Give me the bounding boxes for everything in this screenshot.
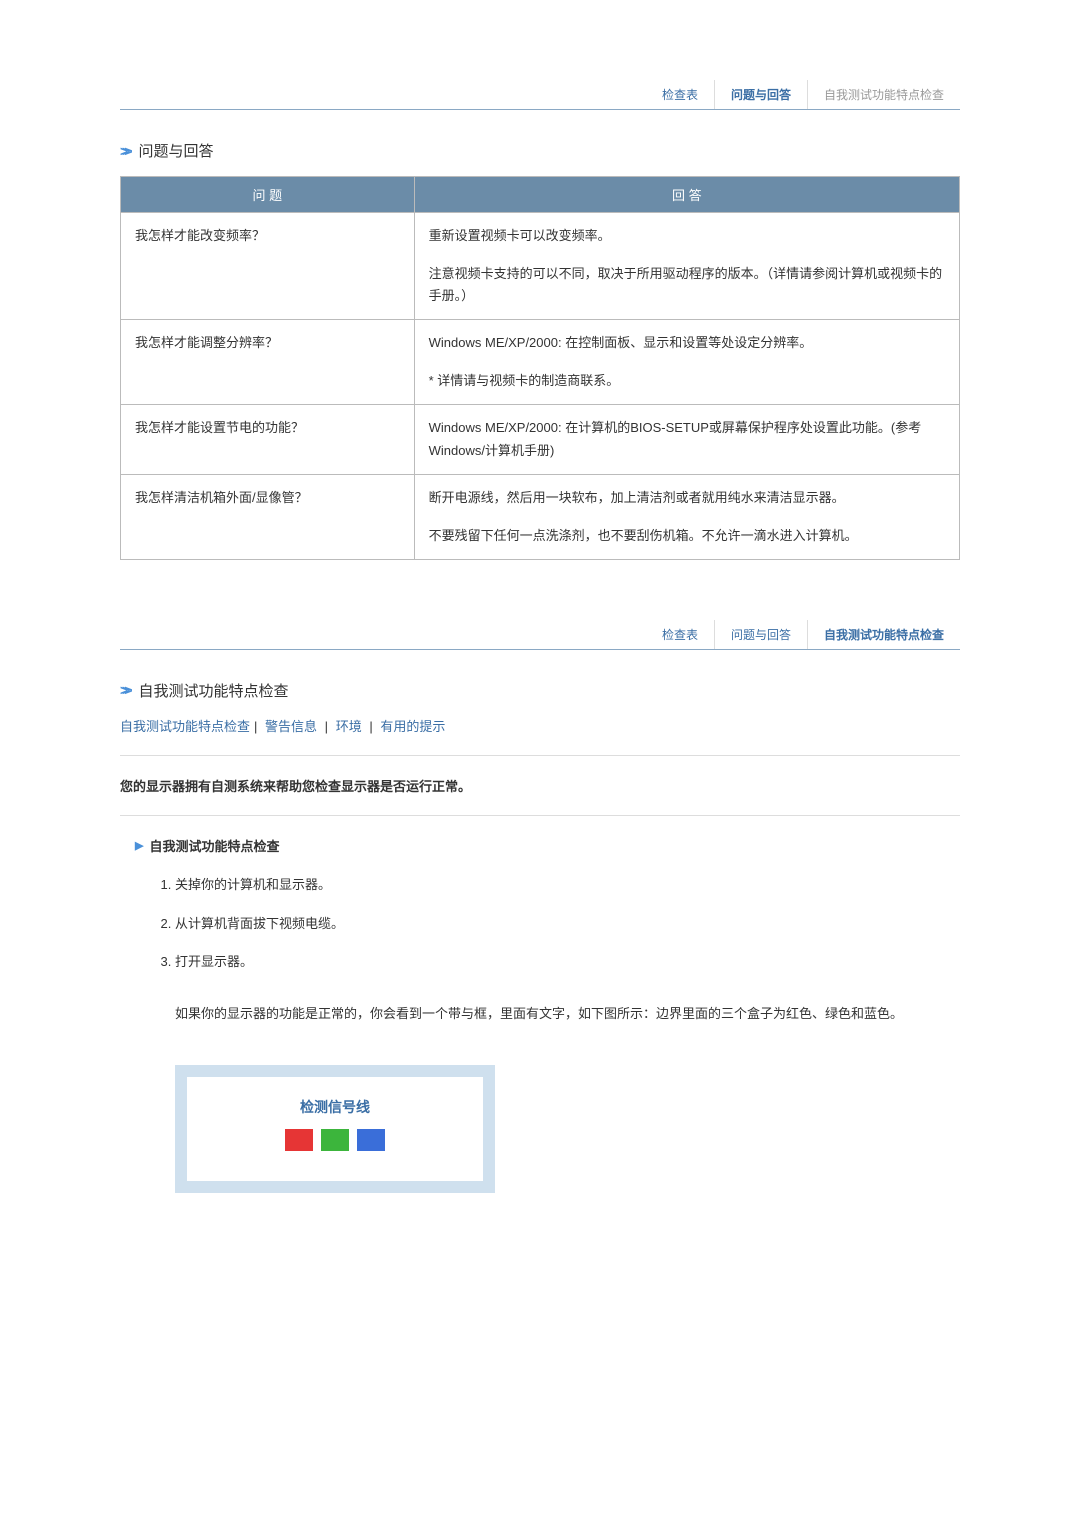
color-square-blue	[357, 1129, 385, 1151]
top-tab-nav: 检查表 问题与回答 自我测试功能特点检查	[120, 80, 960, 110]
link-selftest[interactable]: 自我测试功能特点检查	[120, 719, 250, 734]
a-cell: 重新设置视频卡可以改变频率。 注意视频卡支持的可以不同，取决于所用驱动程序的版本…	[414, 213, 959, 320]
divider-line	[120, 755, 960, 756]
tab-checklist[interactable]: 检查表	[646, 80, 714, 109]
a-text: Windows ME/XP/2000: 在控制面板、显示和设置等处设定分辨率。	[429, 332, 945, 354]
divider: |	[325, 719, 328, 734]
q-cell: 我怎样才能改变频率？	[121, 213, 415, 320]
qa-section-header: >>> 问题与回答	[120, 140, 960, 161]
link-tips[interactable]: 有用的提示	[380, 719, 445, 734]
sub-links: 自我测试功能特点检查 | 警告信息 | 环境 | 有用的提示	[120, 716, 960, 735]
divider: |	[254, 719, 257, 734]
a-cell: Windows ME/XP/2000: 在计算机的BIOS-SETUP或屏幕保护…	[414, 405, 959, 474]
qa-section-title: 问题与回答	[139, 140, 214, 161]
a-text: 注意视频卡支持的可以不同，取决于所用驱动程序的版本。（详情请参阅计算机或视频卡的…	[429, 263, 945, 307]
list-item: 关掉你的计算机和显示器。	[175, 875, 960, 896]
table-row: 我怎样才能调整分辨率？ Windows ME/XP/2000: 在控制面板、显示…	[121, 320, 960, 405]
tab-selftest-2[interactable]: 自我测试功能特点检查	[807, 620, 960, 649]
color-square-red	[285, 1129, 313, 1151]
subsection-title-text: 自我测试功能特点检查	[149, 836, 279, 855]
link-warning[interactable]: 警告信息	[265, 719, 317, 734]
divider-line	[120, 815, 960, 816]
qa-table: 问 题 回 答 我怎样才能改变频率？ 重新设置视频卡可以改变频率。 注意视频卡支…	[120, 176, 960, 560]
signal-box: 检测信号线	[175, 1065, 495, 1193]
chevron-icon: >>>	[120, 143, 127, 159]
q-cell: 我怎样清洁机箱外面/显像管？	[121, 474, 415, 559]
table-row: 我怎样清洁机箱外面/显像管？ 断开电源线，然后用一块软布，加上清洁剂或者就用纯水…	[121, 474, 960, 559]
divider: |	[369, 719, 372, 734]
signal-title: 检测信号线	[187, 1097, 483, 1117]
mid-tab-nav: 检查表 问题与回答 自我测试功能特点检查	[120, 620, 960, 650]
list-item: 打开显示器。	[175, 952, 960, 973]
a-text: 重新设置视频卡可以改变频率。	[429, 225, 945, 247]
selftest-section-title: 自我测试功能特点检查	[139, 680, 289, 701]
arrow-icon: ▶	[135, 839, 143, 852]
a-text: Windows ME/XP/2000: 在计算机的BIOS-SETUP或屏幕保护…	[429, 417, 945, 461]
a-cell: 断开电源线，然后用一块软布，加上清洁剂或者就用纯水来清洁显示器。 不要残留下任何…	[414, 474, 959, 559]
a-text: * 详情请与视频卡的制造商联系。	[429, 370, 945, 392]
subsection-title: ▶ 自我测试功能特点检查	[135, 836, 960, 855]
a-text: 不要残留下任何一点洗涤剂，也不要刮伤机箱。不允许一滴水进入计算机。	[429, 525, 945, 547]
steps-list: 关掉你的计算机和显示器。 从计算机背面拔下视频电缆。 打开显示器。	[175, 875, 960, 973]
tab-qa-2[interactable]: 问题与回答	[714, 620, 807, 649]
list-item: 从计算机背面拔下视频电缆。	[175, 914, 960, 935]
a-text: 断开电源线，然后用一块软布，加上清洁剂或者就用纯水来清洁显示器。	[429, 487, 945, 509]
tab-checklist-2[interactable]: 检查表	[646, 620, 714, 649]
color-squares	[187, 1129, 483, 1151]
q-cell: 我怎样才能设置节电的功能？	[121, 405, 415, 474]
color-square-green	[321, 1129, 349, 1151]
table-row: 我怎样才能改变频率？ 重新设置视频卡可以改变频率。 注意视频卡支持的可以不同，取…	[121, 213, 960, 320]
link-environment[interactable]: 环境	[336, 719, 362, 734]
tab-qa[interactable]: 问题与回答	[714, 80, 807, 109]
q-header: 问 题	[121, 177, 415, 213]
intro-text: 您的显示器拥有自测系统来帮助您检查显示器是否运行正常。	[120, 776, 960, 795]
a-cell: Windows ME/XP/2000: 在控制面板、显示和设置等处设定分辨率。 …	[414, 320, 959, 405]
selftest-section-header: >>> 自我测试功能特点检查	[120, 680, 960, 701]
steps-note: 如果你的显示器的功能是正常的，你会看到一个带与框，里面有文字，如下图所示：边界里…	[175, 1003, 960, 1025]
a-header: 回 答	[414, 177, 959, 213]
q-cell: 我怎样才能调整分辨率？	[121, 320, 415, 405]
tab-selftest[interactable]: 自我测试功能特点检查	[807, 80, 960, 109]
selftest-subsection: ▶ 自我测试功能特点检查 关掉你的计算机和显示器。 从计算机背面拔下视频电缆。 …	[135, 836, 960, 1193]
chevron-icon: >>>	[120, 682, 127, 698]
table-row: 我怎样才能设置节电的功能？ Windows ME/XP/2000: 在计算机的B…	[121, 405, 960, 474]
